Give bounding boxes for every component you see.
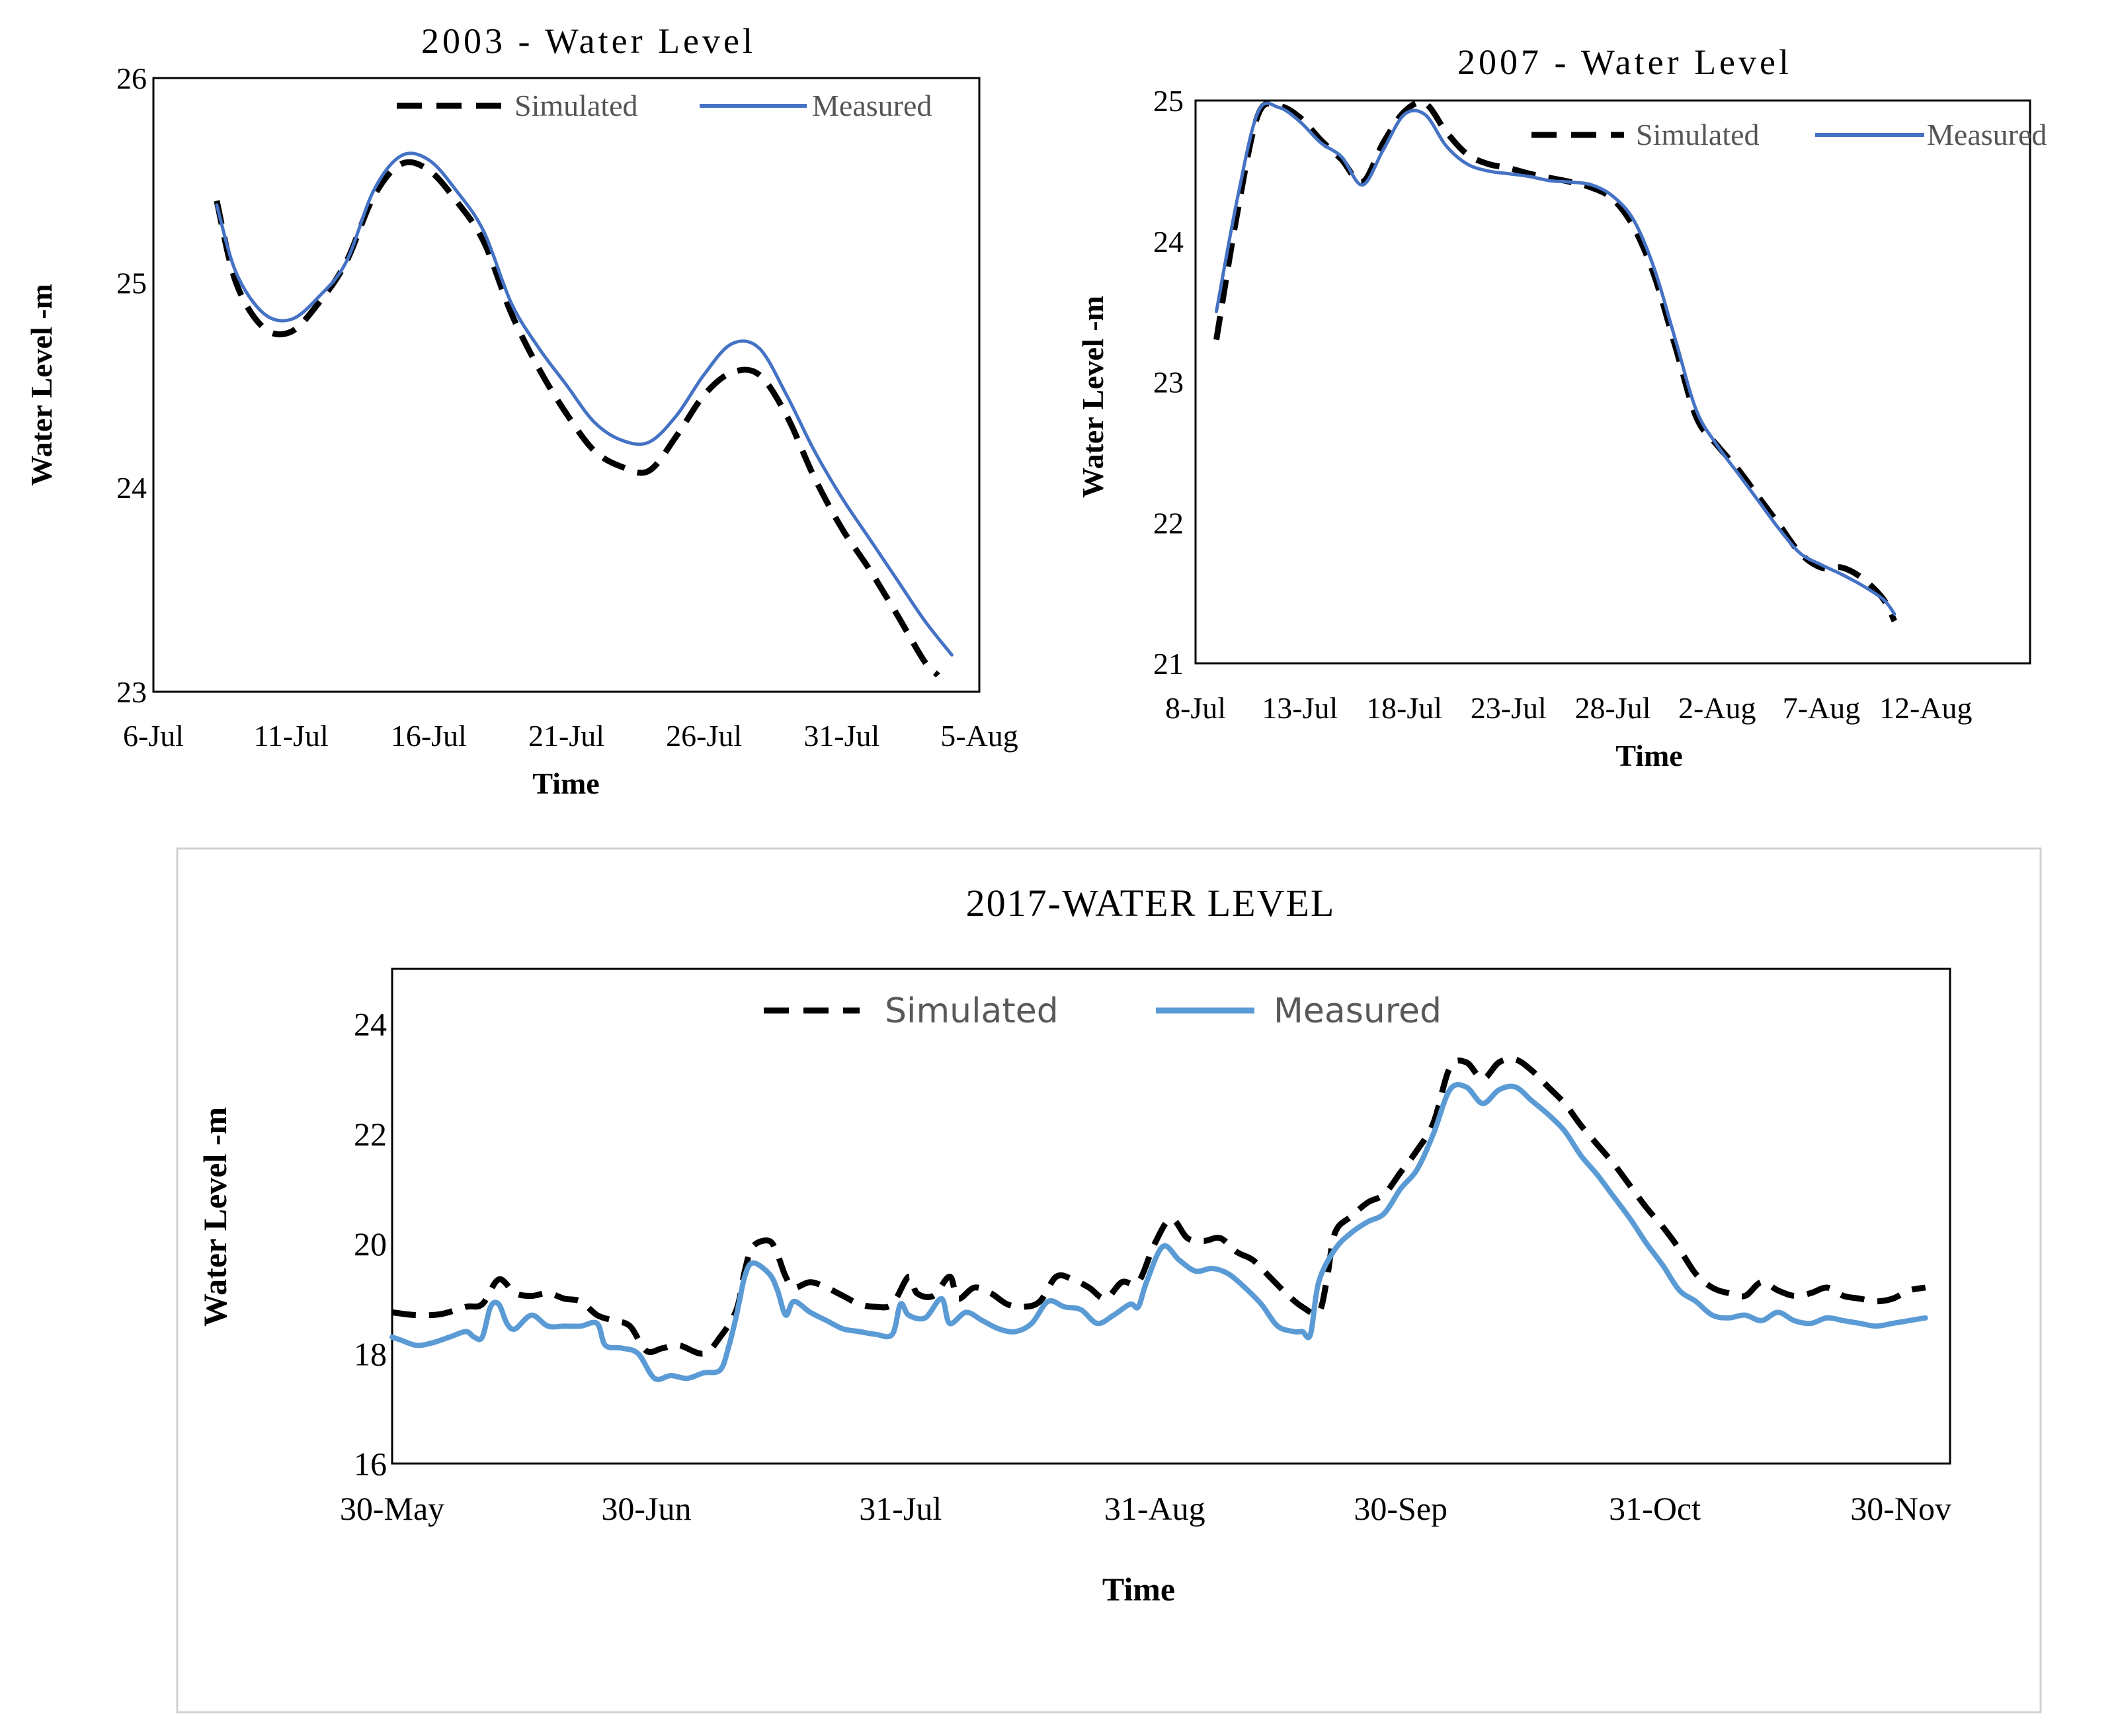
x-axis: 6-Jul 11-Jul 16-Jul 21-Jul 26-Jul 31-Jul 5-Aug <box>123 719 1018 753</box>
legend-measured-label: Measured <box>1274 991 1442 1031</box>
y-tick-label: 25 <box>116 266 147 300</box>
x-tick-label: 31-Aug <box>1104 1490 1205 1527</box>
y-axis-label: Water Level -m <box>24 284 58 486</box>
chart-frame <box>176 847 2042 1714</box>
y-tick-label: 20 <box>354 1225 387 1262</box>
series-line-simulated <box>1213 99 1897 623</box>
legend: Simulated Measured <box>397 89 932 122</box>
legend-simulated-label: Simulated <box>514 89 638 122</box>
y-tick-label: 22 <box>354 1116 387 1153</box>
legend-simulated-label: Simulated <box>1636 118 1760 151</box>
series-line-measured <box>215 151 954 657</box>
x-tick-label: 18-Jul <box>1366 691 1442 725</box>
x-tick-label: 31-Jul <box>859 1490 942 1527</box>
series-group <box>1213 99 1897 623</box>
x-axis-label: Time <box>1615 739 1682 772</box>
x-tick-label: 7-Aug <box>1783 691 1861 725</box>
y-tick-label: 26 <box>116 62 147 95</box>
y-tick-label: 18 <box>354 1335 387 1372</box>
x-tick-label: 31-Oct <box>1609 1490 1701 1527</box>
x-tick-label: 8-Jul <box>1165 691 1226 725</box>
x-tick-label: 5-Aug <box>940 719 1018 753</box>
y-axis-label: Water Level -m <box>1076 296 1110 498</box>
legend: Simulated Measured <box>1531 118 2047 151</box>
y-tick-label: 24 <box>354 1006 387 1043</box>
x-tick-label: 12-Aug <box>1879 691 1973 725</box>
legend: Simulated Measured <box>764 991 1442 1031</box>
chart-2007: 2007 - Water Level 21 22 23 24 25 8-Jul 13-Ju… <box>1076 42 2047 772</box>
y-axis: 16 18 20 22 24 <box>354 1006 387 1483</box>
plot-area <box>152 77 981 693</box>
y-tick-label: 23 <box>1153 366 1184 399</box>
x-tick-label: 28-Jul <box>1575 691 1651 725</box>
plot-area <box>1194 99 2031 665</box>
x-tick-label: 30-Jun <box>601 1490 691 1527</box>
x-tick-label: 2-Aug <box>1678 691 1756 725</box>
x-axis: 8-Jul 13-Jul 18-Jul 23-Jul 28-Jul 2-Aug 7-Aug 1… <box>1165 691 1973 725</box>
chart-2003: 2003 - Water Level 23 24 25 26 6-Jul 11-Jul 1… <box>24 21 1018 800</box>
chart-title: 2003 - Water Level <box>421 21 756 61</box>
y-tick-label: 24 <box>1153 225 1184 259</box>
y-tick-label: 25 <box>1153 84 1184 118</box>
x-tick-label: 31-Jul <box>803 719 879 753</box>
y-axis: 23 24 25 26 <box>116 62 147 709</box>
plot-area <box>391 968 1951 1465</box>
y-tick-label: 23 <box>116 675 147 709</box>
x-tick-label: 30-Nov <box>1850 1490 1951 1527</box>
x-axis-label: Time <box>532 766 599 800</box>
chart-2017: 2017-WATER LEVEL 16 18 20 22 24 30-May 30-Jun… <box>176 847 2042 1714</box>
x-tick-label: 11-Jul <box>254 719 329 753</box>
x-tick-label: 30-Sep <box>1354 1490 1447 1527</box>
series-line-measured <box>1215 101 1896 616</box>
series-group <box>389 1055 1928 1382</box>
x-tick-label: 6-Jul <box>123 719 184 753</box>
x-tick-label: 21-Jul <box>528 719 604 753</box>
series-line-simulated <box>391 1055 1926 1357</box>
chart-title: 2007 - Water Level <box>1457 42 1792 82</box>
y-axis-label: Water Level -m <box>196 1107 233 1327</box>
series-line-simulated <box>214 159 940 678</box>
y-axis: 21 22 23 24 25 <box>1153 84 1184 681</box>
legend-measured-label: Measured <box>812 89 932 122</box>
x-tick-label: 26-Jul <box>666 719 742 753</box>
x-axis: 30-May 30-Jun 31-Jul 31-Aug 30-Sep 31-Oct 30-N… <box>340 1490 1951 1527</box>
legend-measured-label: Measured <box>1927 118 2047 151</box>
chart-title: 2017-WATER LEVEL <box>966 882 1336 925</box>
legend-simulated-label: Simulated <box>885 991 1059 1031</box>
series-line-measured <box>389 1082 1928 1382</box>
x-tick-label: 30-May <box>340 1490 444 1527</box>
series-group <box>214 151 954 678</box>
y-tick-label: 22 <box>1153 506 1184 540</box>
x-axis-label: Time <box>1102 1571 1175 1608</box>
y-tick-label: 21 <box>1153 647 1184 681</box>
y-tick-label: 24 <box>116 471 147 505</box>
y-tick-label: 16 <box>354 1446 387 1483</box>
x-tick-label: 23-Jul <box>1471 691 1547 725</box>
x-tick-label: 13-Jul <box>1262 691 1338 725</box>
x-tick-label: 16-Jul <box>391 719 467 753</box>
